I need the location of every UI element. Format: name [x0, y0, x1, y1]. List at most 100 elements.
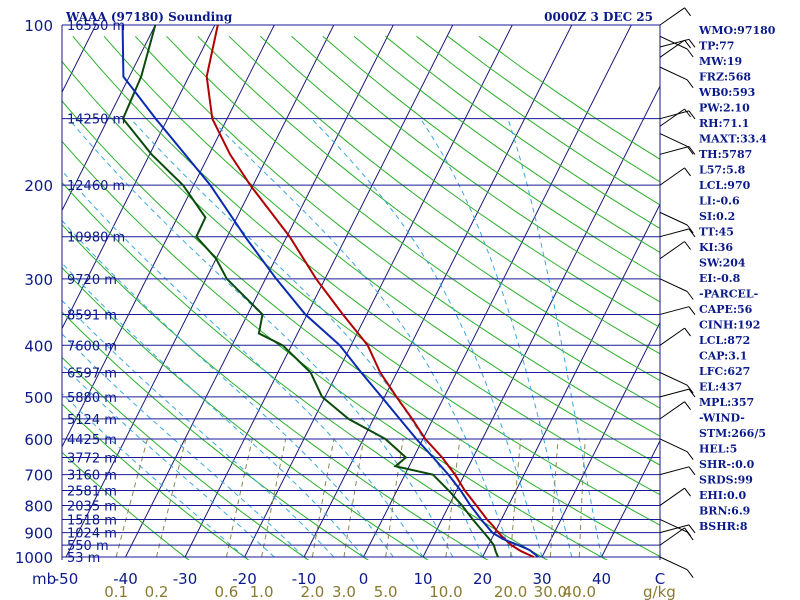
height-tick-label: 2035 m: [67, 499, 117, 514]
dry-adiabat-line: [353, 35, 660, 253]
pressure-unit-label: mb: [32, 570, 56, 588]
index-value: BSHR:8: [699, 520, 748, 533]
wind-barb-flag: [688, 524, 696, 534]
wind-barbs: [659, 7, 696, 579]
height-tick-label: 9720 m: [67, 273, 117, 288]
dry-adiabat-line: [197, 35, 660, 382]
wind-barb-flag: [688, 466, 696, 476]
height-tick-label: 7600 m: [67, 339, 117, 354]
wind-barb-staff: [659, 556, 688, 571]
height-tick-label: 8591 m: [67, 308, 117, 323]
dewpoint-profile: [121, 25, 499, 558]
index-value: STM:266/5: [699, 427, 766, 440]
wind-barb-flag: [686, 48, 694, 58]
pressure-tick-label: 400: [24, 337, 53, 355]
moist-adiabat-line: [62, 169, 424, 558]
height-tick-label: 14250 m: [67, 113, 125, 128]
height-tick-label: 16550 m: [67, 19, 125, 34]
mixing-ratio-line: [578, 438, 586, 558]
pressure-tick-label: 800: [24, 497, 53, 515]
wind-barb-flag: [684, 487, 691, 497]
height-tick-label: 1518 m: [67, 513, 117, 528]
wind-barb-staff: [659, 7, 685, 26]
mixing-ratio-line: [549, 438, 559, 558]
wind-barb-flag: [688, 306, 696, 316]
wind-barb-flag: [684, 108, 691, 118]
index-value: MW:19: [699, 55, 742, 68]
index-value: CINH:192: [699, 319, 760, 332]
isotherm-line: [62, 25, 275, 448]
height-tick-label: 53 m: [67, 551, 100, 566]
mixing-ratio-line: [225, 438, 253, 558]
index-value: SI:0.2: [699, 210, 735, 223]
index-value: CAPE:56: [699, 303, 753, 316]
index-value: -WIND-: [699, 412, 745, 425]
pressure-tick-label: 100: [24, 17, 53, 35]
wind-barb-staff: [659, 211, 688, 226]
wind-barb-flag: [686, 79, 694, 89]
dry-adiabat-line: [62, 267, 429, 560]
index-value: L57:5.8: [699, 164, 746, 177]
temperature-tick-label: 10: [413, 570, 432, 588]
parcel-profile: [121, 25, 540, 558]
index-value: LCL:970: [699, 179, 751, 192]
index-value: KI:36: [699, 241, 733, 254]
height-tick-label: 6597 m: [67, 367, 117, 382]
wind-barb-flag: [688, 146, 696, 155]
wind-barb-flag: [684, 401, 691, 411]
wind-barb-staff: [659, 388, 690, 398]
temperature-tick-label: 30: [532, 570, 551, 588]
pressure-tick-label: 600: [24, 431, 53, 449]
mixing-ratio-line: [311, 438, 335, 558]
isotherm-line: [62, 25, 216, 330]
mixing-ratio-line: [510, 438, 522, 558]
pressure-tick-label: 700: [24, 467, 53, 485]
index-value: SHR-:0.0: [699, 458, 755, 471]
index-value: WB0:593: [698, 86, 755, 99]
mixing-ratio-tick-label: 5.0: [374, 583, 398, 600]
temperature-tick-label: 0: [359, 570, 369, 588]
wind-barb-flag: [686, 291, 694, 300]
index-value: LCL:872: [699, 334, 750, 347]
wind-barb-staff: [659, 466, 690, 476]
height-tick-label: 1024 m: [67, 527, 117, 542]
moist-adiabat-line: [62, 392, 245, 558]
moist-adiabat-line: [62, 299, 335, 558]
mixing-ratio-line: [385, 438, 404, 558]
isotherm-line: [363, 25, 632, 558]
wind-barb-flag: [684, 241, 691, 250]
index-value: WMO:97180: [698, 24, 776, 37]
mixing-ratio-tick-label: 0.2: [145, 583, 169, 600]
dry-adiabat-line: [62, 356, 310, 560]
wind-barb-flag: [686, 224, 694, 234]
wind-barb-staff: [659, 167, 685, 186]
wind-barb-staff: [659, 66, 688, 81]
wind-barb-staff: [659, 327, 685, 346]
isotherm-line: [303, 25, 573, 558]
dry-adiabat-line: [62, 60, 660, 526]
mixing-ratio-tick-label: 2.0: [301, 583, 325, 600]
temperature-tick-label: -30: [173, 570, 198, 588]
dry-adiabat-line: [62, 403, 250, 560]
indices-panel: WMO:97180 TP:77 MW:19 FRZ:568 WB0:593 PW:2.10…: [698, 24, 776, 533]
mixing-ratio-line: [343, 438, 365, 558]
wind-barb-staff: [659, 372, 688, 386]
wind-barb-flag: [686, 384, 694, 394]
index-value: SW:204: [699, 257, 746, 270]
wind-barb-staff: [659, 228, 690, 238]
index-value: EI:-0.8: [699, 272, 741, 285]
wind-barb-staff: [659, 241, 685, 260]
mixing-ratio-line: [445, 438, 461, 558]
dry-adiabat-line: [62, 140, 608, 560]
wind-barb-staff: [659, 110, 690, 120]
mixing-ratio-tick-label: 10.0: [429, 583, 462, 600]
height-tick-label: 10980 m: [67, 231, 125, 246]
dry-adiabat-line: [62, 451, 190, 560]
index-value: TH:5787: [699, 148, 752, 161]
height-tick-label: 4425 m: [67, 433, 117, 448]
dry-adiabat-line: [103, 35, 660, 466]
index-value: RH:71.1: [699, 117, 749, 130]
index-value: BRN:6.9: [699, 505, 750, 518]
dry-adiabat-line: [134, 35, 660, 437]
